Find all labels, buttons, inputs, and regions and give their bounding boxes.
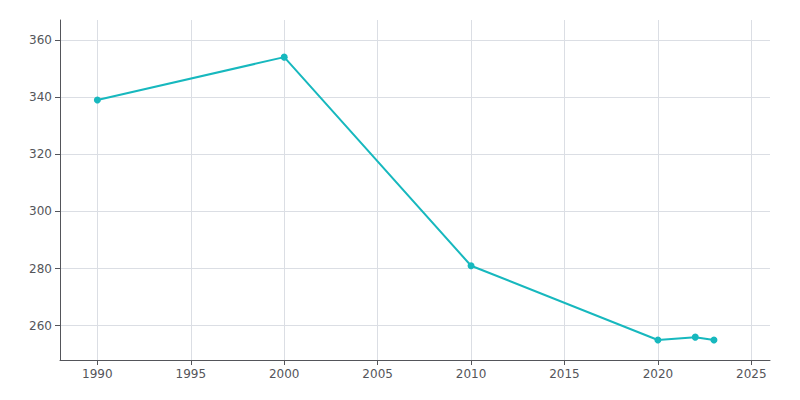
- svg-text:300: 300: [29, 204, 52, 218]
- svg-text:2025: 2025: [736, 367, 767, 381]
- svg-text:260: 260: [29, 319, 52, 333]
- svg-text:340: 340: [29, 90, 52, 104]
- svg-text:2005: 2005: [362, 367, 393, 381]
- svg-text:320: 320: [29, 147, 52, 161]
- svg-text:2000: 2000: [269, 367, 300, 381]
- svg-text:2015: 2015: [549, 367, 580, 381]
- svg-text:2020: 2020: [643, 367, 674, 381]
- svg-text:280: 280: [29, 262, 52, 276]
- svg-text:1990: 1990: [82, 367, 113, 381]
- svg-text:1995: 1995: [176, 367, 207, 381]
- svg-text:360: 360: [29, 33, 52, 47]
- svg-text:2010: 2010: [456, 367, 487, 381]
